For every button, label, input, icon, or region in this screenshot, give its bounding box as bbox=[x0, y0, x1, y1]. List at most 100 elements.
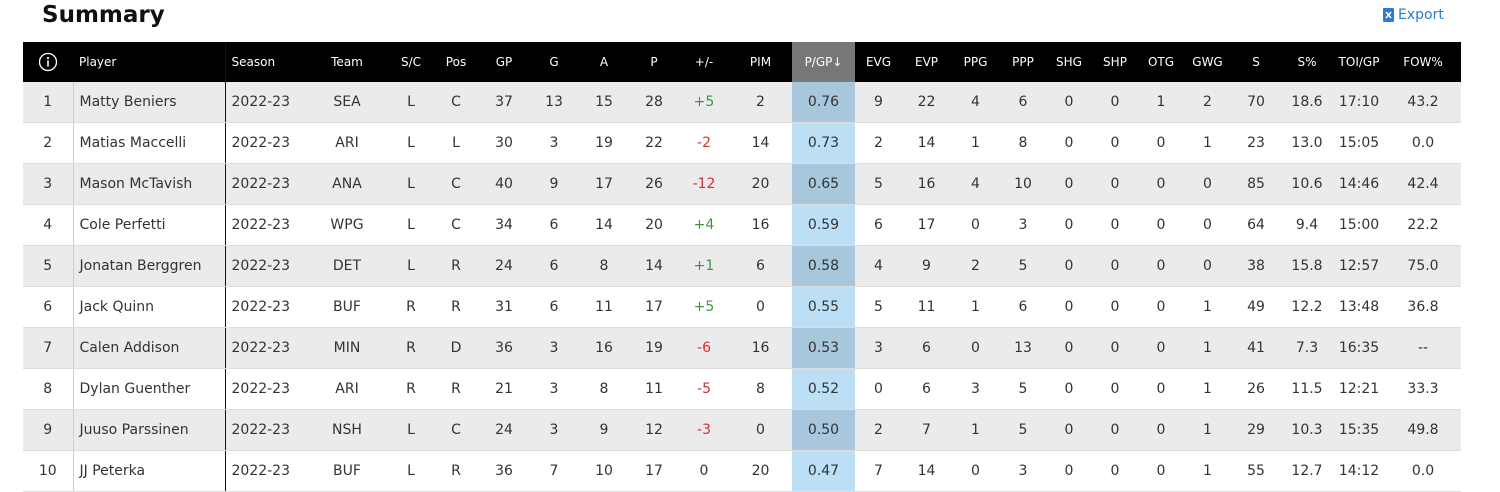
column-header[interactable]: A bbox=[579, 42, 629, 82]
table-cell: +5 bbox=[679, 286, 729, 328]
table-cell: 34 bbox=[479, 204, 529, 246]
export-label[interactable]: Export bbox=[1398, 7, 1444, 23]
column-header[interactable]: EVP bbox=[902, 42, 951, 82]
table-cell: 10.3 bbox=[1281, 409, 1333, 451]
player-row: 6 Jack Quinn 2022-23 BUF R R 31 6 11 17 +5 0 0.55 5 11… bbox=[23, 286, 1461, 328]
column-header[interactable]: SHP bbox=[1092, 42, 1138, 82]
table-cell: 31 bbox=[479, 286, 529, 328]
table-cell: 75.0 bbox=[1385, 245, 1461, 287]
column-header[interactable]: S bbox=[1231, 42, 1281, 82]
player-name[interactable]: Cole Perfetti bbox=[73, 204, 226, 246]
table-cell: 0.65 bbox=[792, 163, 855, 205]
table-cell: 0 bbox=[1092, 286, 1138, 328]
player-name[interactable]: Juuso Parssinen bbox=[73, 409, 226, 451]
info-icon[interactable] bbox=[38, 52, 58, 72]
table-cell: 0 bbox=[1138, 122, 1184, 164]
table-cell: 11 bbox=[629, 368, 679, 410]
column-header[interactable]: P/GP↓ bbox=[792, 42, 855, 82]
table-cell: 0 bbox=[1184, 163, 1231, 205]
table-cell: 2 bbox=[951, 245, 1000, 287]
table-cell: 12.7 bbox=[1281, 450, 1333, 492]
table-cell: 3 bbox=[1000, 204, 1046, 246]
column-header[interactable]: TOI/GP bbox=[1333, 42, 1385, 82]
table-cell: 12 bbox=[629, 409, 679, 451]
player-name[interactable]: JJ Peterka bbox=[73, 450, 226, 492]
table-cell: 23 bbox=[1231, 122, 1281, 164]
table-cell: 12:21 bbox=[1333, 368, 1385, 410]
table-cell: L bbox=[389, 122, 433, 164]
player-name[interactable]: Matias Maccelli bbox=[73, 122, 226, 164]
table-cell: 2022-23 bbox=[225, 450, 305, 492]
column-header[interactable]: SHG bbox=[1046, 42, 1092, 82]
column-header[interactable]: P bbox=[629, 42, 679, 82]
table-cell: 16 bbox=[729, 204, 792, 246]
table-cell: 0 bbox=[1138, 368, 1184, 410]
column-header[interactable]: Season bbox=[225, 42, 305, 82]
column-header[interactable]: PIM bbox=[729, 42, 792, 82]
column-header[interactable]: OTG bbox=[1138, 42, 1184, 82]
table-cell: DET bbox=[305, 245, 389, 287]
table-cell: 7 bbox=[855, 450, 902, 492]
table-cell: 0 bbox=[1138, 163, 1184, 205]
table-cell: 7.3 bbox=[1281, 327, 1333, 369]
table-cell: +5 bbox=[679, 82, 729, 123]
table-cell: 0 bbox=[1046, 163, 1092, 205]
player-row: 3 Mason McTavish 2022-23 ANA L C 40 9 17 26 -12 20 0… bbox=[23, 163, 1461, 205]
table-cell: C bbox=[433, 204, 479, 246]
table-cell: 8 bbox=[729, 368, 792, 410]
column-header[interactable]: PPP bbox=[1000, 42, 1046, 82]
table-cell: 0 bbox=[1184, 204, 1231, 246]
player-name[interactable]: Matty Beniers bbox=[73, 82, 226, 123]
table-cell: 7 bbox=[902, 409, 951, 451]
table-cell: 2022-23 bbox=[225, 204, 305, 246]
column-header[interactable]: G bbox=[529, 42, 579, 82]
table-cell: 2 bbox=[855, 409, 902, 451]
table-cell: 1 bbox=[1184, 286, 1231, 328]
column-header[interactable]: S% bbox=[1281, 42, 1333, 82]
table-cell: 1 bbox=[23, 82, 74, 123]
table-cell: 37 bbox=[479, 82, 529, 123]
table-cell: 15:05 bbox=[1333, 122, 1385, 164]
table-cell: 10.6 bbox=[1281, 163, 1333, 205]
table-cell: R bbox=[389, 286, 433, 328]
player-name[interactable]: Jonatan Berggren bbox=[73, 245, 226, 287]
player-name[interactable]: Dylan Guenther bbox=[73, 368, 226, 410]
table-cell: +4 bbox=[679, 204, 729, 246]
player-row: 9 Juuso Parssinen 2022-23 NSH L C 24 3 9 12 -3 0 0.5… bbox=[23, 409, 1461, 451]
column-header[interactable]: +/- bbox=[679, 42, 729, 82]
table-cell: 22 bbox=[629, 122, 679, 164]
column-header[interactable]: Team bbox=[305, 42, 389, 82]
player-name[interactable]: Calen Addison bbox=[73, 327, 226, 369]
export-icon bbox=[1383, 8, 1394, 22]
column-header[interactable]: GWG bbox=[1184, 42, 1231, 82]
column-header[interactable]: S/C bbox=[389, 42, 433, 82]
table-cell: +1 bbox=[679, 245, 729, 287]
column-header[interactable]: PPG bbox=[951, 42, 1000, 82]
table-cell: 1 bbox=[1184, 450, 1231, 492]
table-cell: 36 bbox=[479, 450, 529, 492]
table-cell: 20 bbox=[629, 204, 679, 246]
column-header[interactable]: GP bbox=[479, 42, 529, 82]
table-cell: 85 bbox=[1231, 163, 1281, 205]
table-cell: 0 bbox=[1046, 368, 1092, 410]
column-header[interactable]: Pos bbox=[433, 42, 479, 82]
column-header[interactable]: EVG bbox=[855, 42, 902, 82]
table-cell: 3 bbox=[1000, 450, 1046, 492]
player-name[interactable]: Mason McTavish bbox=[73, 163, 226, 205]
player-name[interactable]: Jack Quinn bbox=[73, 286, 226, 328]
table-cell: 43.2 bbox=[1385, 82, 1461, 123]
table-cell: 14:46 bbox=[1333, 163, 1385, 205]
export-link[interactable]: Export bbox=[1383, 7, 1444, 23]
table-cell: 5 bbox=[855, 286, 902, 328]
player-row: 2 Matias Maccelli 2022-23 ARI L L 30 3 19 22 -2 14 0… bbox=[23, 122, 1461, 164]
table-cell: 16 bbox=[902, 163, 951, 205]
column-header[interactable]: FOW% bbox=[1385, 42, 1461, 82]
table-cell: 11 bbox=[579, 286, 629, 328]
table-cell: 13:48 bbox=[1333, 286, 1385, 328]
column-header[interactable]: Player bbox=[73, 42, 226, 82]
table-cell: 1 bbox=[1184, 327, 1231, 369]
table-cell: WPG bbox=[305, 204, 389, 246]
table-cell: 0 bbox=[1138, 450, 1184, 492]
table-cell: R bbox=[433, 368, 479, 410]
table-cell: 11 bbox=[902, 286, 951, 328]
